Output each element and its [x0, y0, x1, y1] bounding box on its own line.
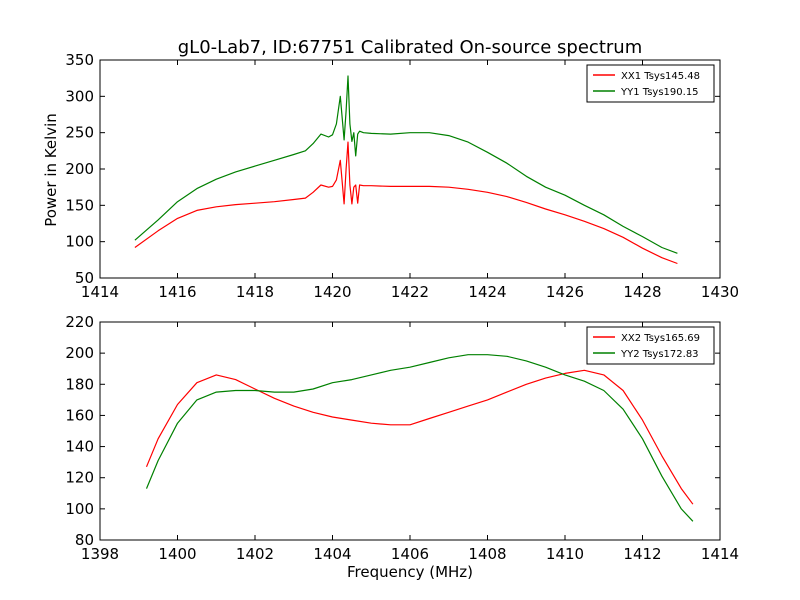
y-tick-label: 250 — [65, 124, 94, 142]
x-tick-label: 1398 — [81, 545, 119, 563]
y-tick-label: 350 — [65, 51, 94, 69]
x-tick-label: 1416 — [158, 283, 196, 301]
x-tick-label: 1402 — [236, 545, 274, 563]
x-tick-label: 1420 — [313, 283, 351, 301]
x-axis-label-bottom: Frequency (MHz) — [347, 563, 473, 581]
y-tick-label: 220 — [65, 313, 94, 331]
y-tick-label: 120 — [65, 469, 94, 487]
x-tick-label: 1412 — [623, 545, 661, 563]
y-axis-label-top: Power in Kelvin — [42, 113, 60, 227]
x-tick-label: 1406 — [391, 545, 429, 563]
x-tick-label: 1414 — [81, 283, 119, 301]
x-tick-label: 1400 — [158, 545, 196, 563]
legend: XX2 Tsys165.69 YY2 Tsys172.83 — [586, 326, 715, 365]
y-tick-label: 160 — [65, 406, 94, 424]
legend-label: YY1 Tsys190.15 — [620, 87, 699, 98]
series-line-1-1 — [145, 354, 694, 522]
legend-label: XX1 Tsys145.48 — [621, 71, 700, 82]
y-tick-label: 50 — [75, 269, 94, 287]
y-tick-label: 140 — [65, 438, 94, 456]
y-tick-label: 300 — [65, 87, 94, 105]
series-line-0-1 — [134, 75, 678, 254]
x-tick-label: 1418 — [236, 283, 274, 301]
x-tick-label: 1422 — [391, 283, 429, 301]
top-panel: 1414 1416 1418 1420 1422 1424 1426 1428 1430 50 10… — [65, 51, 739, 301]
x-tick-label: 1414 — [701, 545, 739, 563]
x-tick-label: 1410 — [546, 545, 584, 563]
x-tick-label: 1428 — [623, 283, 661, 301]
y-tick-label: 80 — [75, 531, 94, 549]
legend-box — [586, 64, 715, 103]
legend-box — [586, 326, 715, 365]
legend-label: XX2 Tsys165.69 — [621, 333, 700, 344]
y-tick-label: 180 — [65, 375, 94, 393]
x-tick-label: 1430 — [701, 283, 739, 301]
y-tick-label: 150 — [65, 196, 94, 214]
y-tick-label: 200 — [65, 160, 94, 178]
legend: XX1 Tsys145.48 YY1 Tsys190.15 — [586, 64, 715, 103]
bottom-panel: 1398 1400 1402 1404 1406 1408 1410 1412 1414 80 10… — [65, 313, 739, 563]
y-tick-label: 200 — [65, 344, 94, 362]
legend-label: YY2 Tsys172.83 — [620, 349, 699, 360]
x-tick-label: 1408 — [468, 545, 506, 563]
y-tick-label: 100 — [65, 500, 94, 518]
series-line-0-0 — [134, 141, 678, 265]
x-tick-label: 1426 — [546, 283, 584, 301]
series-line-1-0 — [145, 369, 694, 505]
x-tick-label: 1424 — [468, 283, 506, 301]
x-tick-label: 1404 — [313, 545, 351, 563]
y-tick-label: 100 — [65, 233, 94, 251]
chart-title: gL0-Lab7, ID:67751 Calibrated On-source … — [178, 37, 642, 58]
